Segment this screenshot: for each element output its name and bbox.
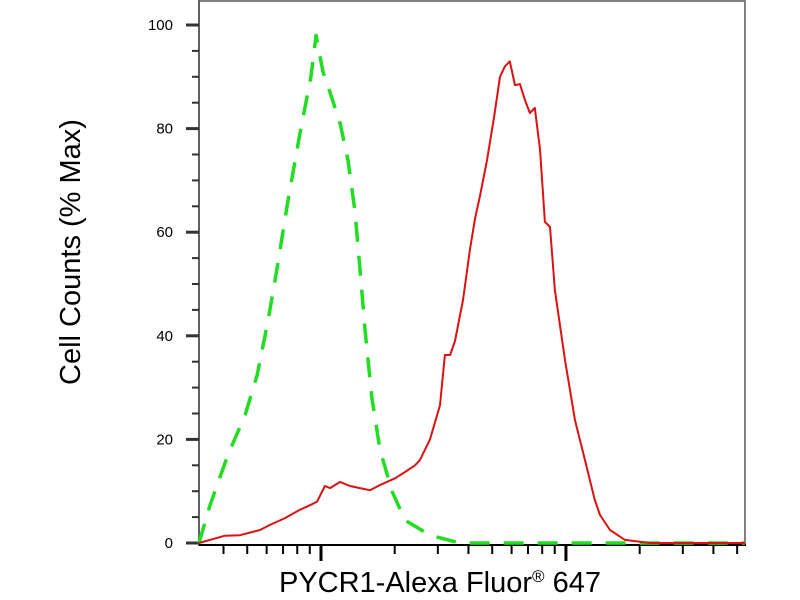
plot-frame [198,0,746,546]
y-tick-label: 60 [156,224,173,241]
x-axis-title-main: PYCR1-Alexa Fluor [279,567,532,599]
x-ticks [222,545,739,561]
y-tick-label: 40 [156,328,173,345]
y-tick-label: 100 [148,17,173,34]
x-axis-title-number: 647 [545,567,601,599]
y-ticks: 0 20 40 60 80 100 [148,17,199,552]
y-tick-label: 80 [156,121,173,138]
sample-histogram-line [198,60,745,544]
control-histogram-line [197,33,745,545]
x-axis-title-registered: ® [532,567,545,586]
x-axis-title: PYCR1-Alexa Fluor® 647 [279,567,601,599]
y-tick-label: 20 [156,431,173,448]
y-axis-title: Cell Counts (% Max) [55,119,87,385]
y-tick-label: 0 [165,535,173,552]
series-group [197,33,745,545]
